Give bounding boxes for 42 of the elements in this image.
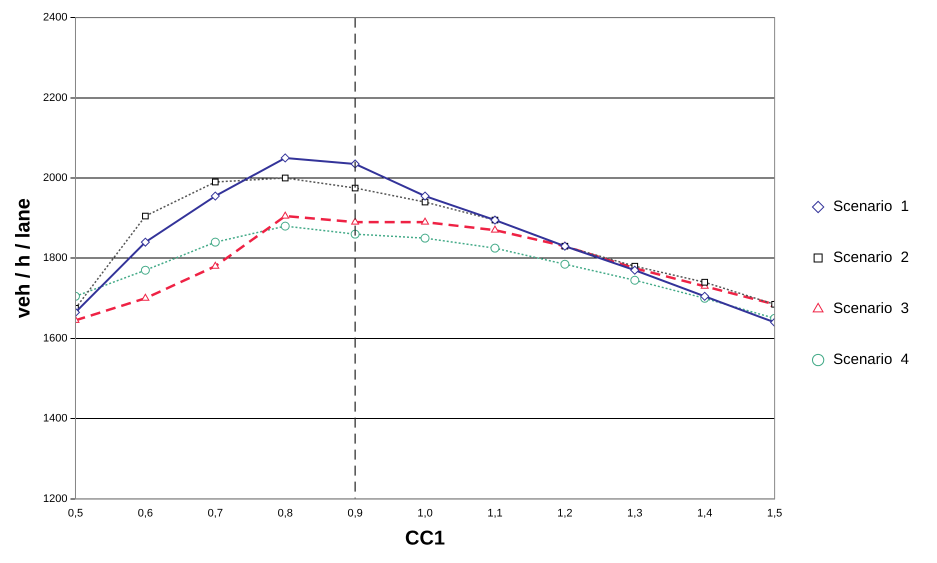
point <box>140 238 150 247</box>
legend-label: Scenario 3 <box>833 300 910 318</box>
x-tick-label: 1,3 <box>627 507 642 520</box>
point <box>210 238 220 247</box>
point <box>560 260 570 269</box>
point <box>210 192 220 201</box>
point <box>630 266 640 275</box>
point <box>141 294 150 301</box>
x-tick-label: 1,1 <box>487 507 503 520</box>
point <box>420 192 430 201</box>
y-tick-label: 1200 <box>42 492 68 505</box>
y-tick-label: 1800 <box>42 252 68 264</box>
y-tick-label: 2000 <box>42 172 68 184</box>
legend-label: Scenario 1 <box>833 198 910 216</box>
point <box>421 218 430 225</box>
x-tick-label: 0,5 <box>68 507 84 520</box>
x-tick-label: 1,2 <box>557 507 573 520</box>
point <box>280 222 290 231</box>
legend-label: Scenario 2 <box>833 249 910 266</box>
point <box>211 262 220 269</box>
y-tick-label: 1400 <box>42 412 68 425</box>
x-tick-label: 0,8 <box>278 507 293 520</box>
point <box>490 244 500 253</box>
point <box>280 153 290 162</box>
x-tick-label: 1,0 <box>417 507 433 520</box>
x-tick-label: 0,6 <box>138 507 154 520</box>
x-tick-label: 0,9 <box>347 507 363 520</box>
point <box>630 276 640 285</box>
x-tick-label: 0,7 <box>208 507 223 520</box>
y-tick-label: 1600 <box>42 332 68 344</box>
point <box>140 266 150 275</box>
point <box>490 226 499 233</box>
x-tick-label: 1,5 <box>766 507 782 520</box>
point <box>420 234 430 243</box>
legend-label: Scenario 4 <box>833 351 910 368</box>
y-tick-label: 2400 <box>42 12 68 24</box>
point <box>351 218 360 225</box>
x-tick-label: 1,4 <box>697 507 712 520</box>
y-axis-title: veh / h / lane <box>12 198 35 318</box>
x-axis-title: CC1 <box>405 528 446 550</box>
y-tick-label: 2200 <box>42 92 68 104</box>
point <box>281 212 290 219</box>
